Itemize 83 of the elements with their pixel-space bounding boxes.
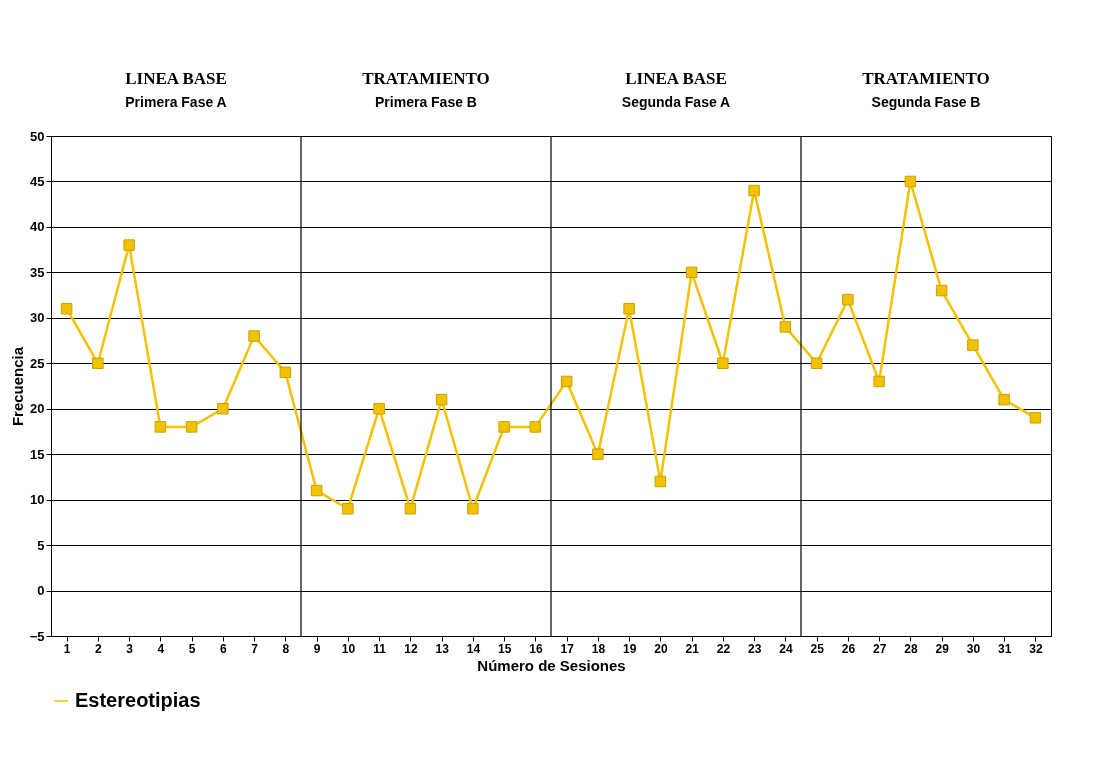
y-tick-label: 15 — [30, 446, 45, 462]
text: TRATAMIENTO Segunda Fase B — [862, 69, 990, 110]
point — [154, 421, 167, 433]
x-tick-label: 24 — [779, 641, 793, 656]
point — [217, 402, 229, 415]
x-tick-label: 6 — [220, 641, 228, 656]
x-tick-label: 17 — [560, 641, 575, 656]
x-tick-label: 14 — [466, 641, 481, 656]
y-axis-title: Frecuencia — [8, 346, 26, 427]
x-tick-label: 25 — [810, 641, 825, 656]
legend-label: Estereotipias — [75, 689, 201, 711]
point — [779, 321, 792, 333]
y-tick-label: 30 — [30, 310, 45, 326]
x-tick-label: 21 — [685, 641, 700, 656]
x-tick-label: 8 — [282, 641, 290, 656]
point — [560, 375, 573, 388]
point — [373, 402, 385, 415]
point — [592, 448, 604, 460]
x-tick-label: 23 — [747, 641, 762, 656]
x-tick-label: 22 — [716, 641, 731, 656]
x-tick-label: 10 — [341, 641, 356, 656]
x-tick-label: 3 — [126, 641, 134, 656]
point — [248, 330, 260, 342]
point — [904, 175, 917, 188]
x-axis-title: Número de Sesiones — [477, 656, 626, 674]
x-tick-label: 19 — [622, 641, 637, 656]
y-tick-label: 10 — [30, 492, 45, 508]
y-tick-label: 50 — [30, 128, 45, 144]
x-tick-label: 30 — [966, 641, 981, 656]
y-tick-label: 5 — [37, 537, 45, 553]
point — [342, 502, 354, 515]
point — [935, 284, 948, 297]
x-tick-label: 5 — [188, 641, 196, 656]
x-tick-label: 18 — [591, 641, 606, 656]
point — [967, 339, 979, 351]
x-tick-label: 16 — [529, 641, 543, 656]
x-tick-label: 12 — [404, 641, 418, 656]
x-tick-label: 28 — [904, 641, 918, 656]
x-tick-label: 7 — [251, 641, 259, 656]
point — [123, 239, 135, 251]
point — [623, 302, 635, 315]
point — [60, 302, 73, 315]
point — [92, 357, 104, 370]
point — [467, 502, 479, 515]
point — [529, 421, 542, 433]
point — [498, 421, 510, 433]
x-tick-label: 11 — [373, 641, 387, 656]
point — [717, 357, 729, 370]
x-tick-label: 4 — [157, 641, 165, 656]
point — [435, 393, 448, 406]
x-tick-label: 26 — [841, 641, 856, 656]
point — [1029, 412, 1042, 424]
point — [654, 475, 667, 488]
x-tick-label: 29 — [935, 641, 950, 656]
y-tick-label: 20 — [30, 401, 45, 417]
point — [185, 421, 198, 433]
y-tick-label: 0 — [37, 583, 45, 599]
point — [685, 266, 698, 279]
point — [404, 502, 417, 515]
y-tick-label: 40 — [30, 219, 45, 235]
point — [873, 375, 885, 388]
point — [842, 293, 854, 306]
x-tick-label: 32 — [1029, 641, 1043, 656]
y-tick-label: 35 — [30, 264, 45, 280]
y-tick-label: 25 — [30, 355, 45, 371]
point — [998, 393, 1010, 406]
x-tick-label: 2 — [95, 641, 103, 656]
x-tick-label: 20 — [654, 641, 668, 656]
y-tick-label: −5 — [29, 628, 45, 644]
x-tick-label: 9 — [313, 641, 321, 656]
point — [810, 357, 823, 370]
x-tick-label: 27 — [872, 641, 887, 656]
text: LINEA BASE Primera Fase A — [125, 69, 227, 110]
x-tick-label: 31 — [997, 641, 1012, 656]
x-tick-label: 15 — [497, 641, 512, 656]
point — [748, 184, 760, 197]
x-tick-label: 1 — [63, 641, 71, 656]
text: TRATAMIENTO Primera Fase B — [362, 69, 490, 110]
y-tick-label: 45 — [30, 173, 45, 189]
point — [279, 366, 292, 379]
text: LINEA BASE Segunda Fase A — [621, 69, 731, 110]
point — [310, 484, 323, 497]
x-tick-label: 13 — [435, 641, 450, 656]
